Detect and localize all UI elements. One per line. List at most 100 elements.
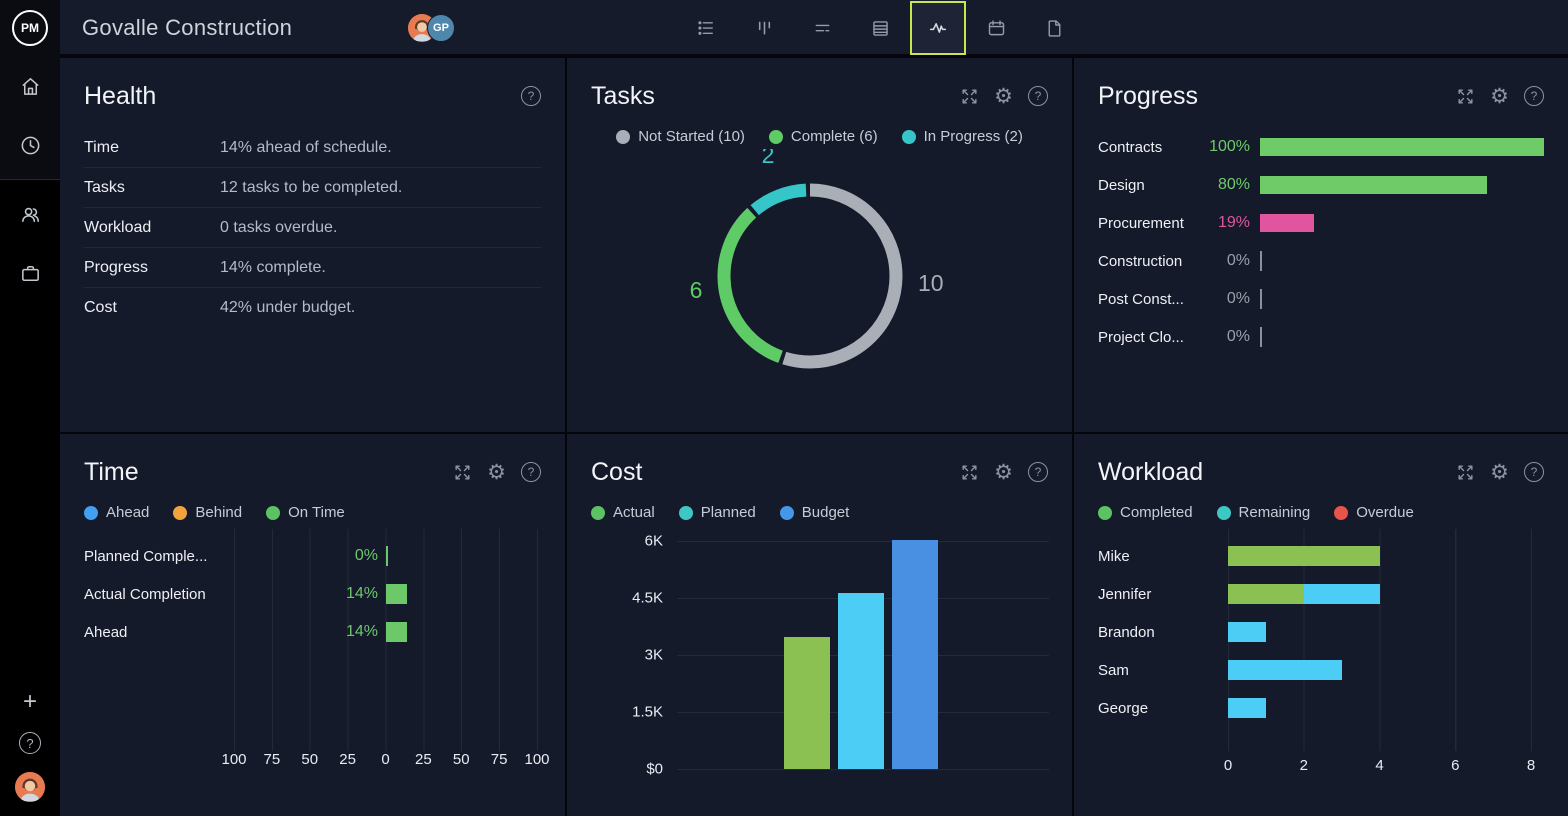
- help-icon[interactable]: ?: [521, 462, 541, 482]
- workload-row: George: [1098, 689, 1544, 727]
- progress-row: Design 80%: [1098, 166, 1544, 204]
- axis-tick-label: 4.5K: [632, 589, 663, 607]
- legend-item: On Time: [266, 504, 345, 521]
- legend-item: Not Started (10): [616, 128, 745, 145]
- tasks-legend: Not Started (10) Complete (6) In Progres…: [591, 128, 1048, 145]
- workload-row-label: Brandon: [1098, 623, 1155, 641]
- time-title: Time: [84, 457, 139, 486]
- calendar-view-icon[interactable]: [968, 0, 1024, 56]
- legend-item: Behind: [173, 504, 242, 521]
- time-bar: [386, 622, 408, 642]
- settings-icon[interactable]: ⚙: [994, 84, 1013, 108]
- expand-icon[interactable]: [960, 463, 979, 482]
- legend-label: Not Started (10): [638, 128, 745, 145]
- expand-icon[interactable]: [1456, 87, 1475, 106]
- legend-label: Complete (6): [790, 128, 878, 145]
- workload-row: Mike: [1098, 537, 1544, 575]
- add-button[interactable]: +: [22, 688, 37, 715]
- board-view-icon[interactable]: [736, 0, 792, 56]
- health-row: Cost 42% under budget.: [84, 288, 541, 328]
- help-icon[interactable]: ?: [1524, 462, 1544, 482]
- legend-item: Actual: [591, 504, 655, 521]
- progress-bar: [1260, 289, 1262, 309]
- expand-icon[interactable]: [960, 87, 979, 106]
- cost-bar: [784, 637, 830, 769]
- legend-dot: [1098, 505, 1112, 520]
- settings-icon[interactable]: ⚙: [487, 460, 506, 484]
- progress-bar: [1260, 327, 1262, 347]
- legend-label: Remaining: [1238, 504, 1311, 521]
- health-row-value: 14% complete.: [220, 258, 326, 276]
- axis-tick-label: 100: [221, 751, 247, 768]
- legend-label: Planned: [700, 504, 756, 521]
- axis-tick-label: $0: [646, 760, 663, 778]
- gantt-view-icon[interactable]: [794, 0, 850, 56]
- legend-item: Budget: [779, 504, 849, 521]
- help-icon[interactable]: ?: [1524, 86, 1544, 106]
- health-row-value: 42% under budget.: [220, 299, 356, 316]
- time-row-label: Planned Comple...: [84, 547, 208, 565]
- axis-tick-label: 6K: [644, 532, 663, 550]
- time-legend: Ahead Behind On Time: [84, 504, 541, 521]
- legend-label: Overdue: [1356, 504, 1414, 521]
- workload-bar-remaining: [1228, 660, 1342, 680]
- workload-gridlines: [1228, 529, 1532, 751]
- project-title: Govalle Construction: [82, 15, 293, 40]
- cost-title: Cost: [591, 457, 643, 486]
- legend-item: Overdue: [1334, 504, 1414, 521]
- time-x-axis: 100 75 50 25 0 25 50 75 100: [221, 751, 549, 773]
- expand-icon[interactable]: [1456, 463, 1475, 482]
- legend-dot: [616, 129, 631, 144]
- help-icon[interactable]: ?: [1028, 462, 1048, 482]
- axis-tick-label: 8: [1526, 757, 1536, 774]
- app-logo[interactable]: PM: [0, 0, 60, 56]
- progress-row-label: Design: [1098, 176, 1145, 194]
- tasks-donut-chart: 10 6 2: [591, 149, 1048, 387]
- progress-title: Progress: [1098, 81, 1199, 110]
- legend-item: Complete (6): [768, 128, 878, 145]
- dashboard-grid: Health ? Time 14% ahead of schedule. Task…: [60, 58, 1568, 816]
- page-view-icon[interactable]: [1026, 0, 1082, 56]
- axis-tick-label: 75: [263, 751, 281, 768]
- cost-legend: Actual Planned Budget: [591, 504, 1048, 521]
- help-icon[interactable]: ?: [521, 86, 541, 106]
- sidebar-bottom-section: + ?: [15, 690, 45, 816]
- workload-row-label: George: [1098, 699, 1149, 717]
- health-title: Health: [84, 81, 157, 110]
- health-panel: Health ? Time 14% ahead of schedule. Task…: [60, 58, 565, 432]
- cost-panel: Cost ⚙ ? Actual Planned Budget 6K 4.5K 3K 1…: [567, 434, 1072, 816]
- time-row-label: Actual Completion: [84, 585, 206, 603]
- workload-bar-completed: [1228, 546, 1380, 566]
- home-icon[interactable]: [0, 66, 60, 106]
- workload-row: Sam: [1098, 651, 1544, 689]
- dashboard-view-icon[interactable]: [910, 1, 966, 55]
- axis-tick-label: 50: [452, 751, 470, 768]
- list-view-icon[interactable]: [678, 0, 734, 56]
- progress-row: Construction 0%: [1098, 242, 1544, 280]
- settings-icon[interactable]: ⚙: [1490, 84, 1509, 108]
- progress-row: Procurement 19%: [1098, 204, 1544, 242]
- avatar-badge-gp[interactable]: GP: [427, 14, 455, 42]
- clock-icon[interactable]: [0, 125, 60, 165]
- help-icon[interactable]: ?: [1028, 86, 1048, 106]
- legend-label: Behind: [195, 504, 243, 521]
- tasks-title: Tasks: [591, 81, 655, 110]
- settings-icon[interactable]: ⚙: [1490, 460, 1509, 484]
- progress-row-label: Post Const...: [1098, 290, 1184, 308]
- legend-dot: [84, 505, 98, 520]
- user-avatar[interactable]: [15, 772, 45, 802]
- member-avatars[interactable]: GP: [408, 14, 455, 42]
- sheet-view-icon[interactable]: [852, 0, 908, 56]
- expand-icon[interactable]: [453, 463, 472, 482]
- legend-dot: [901, 129, 916, 144]
- workload-bar-remaining: [1303, 584, 1380, 604]
- sidebar-top-section: PM: [0, 0, 60, 179]
- portfolio-icon[interactable]: [0, 253, 60, 293]
- progress-chart: Contracts 100% Design 80% Procurement 19% C…: [1098, 128, 1544, 356]
- progress-percent: 0%: [1226, 252, 1250, 269]
- team-icon[interactable]: [0, 194, 60, 234]
- help-button[interactable]: ?: [19, 732, 41, 754]
- legend-label: Ahead: [106, 504, 150, 521]
- settings-icon[interactable]: ⚙: [994, 460, 1013, 484]
- time-row: Planned Comple... 0%: [84, 537, 541, 575]
